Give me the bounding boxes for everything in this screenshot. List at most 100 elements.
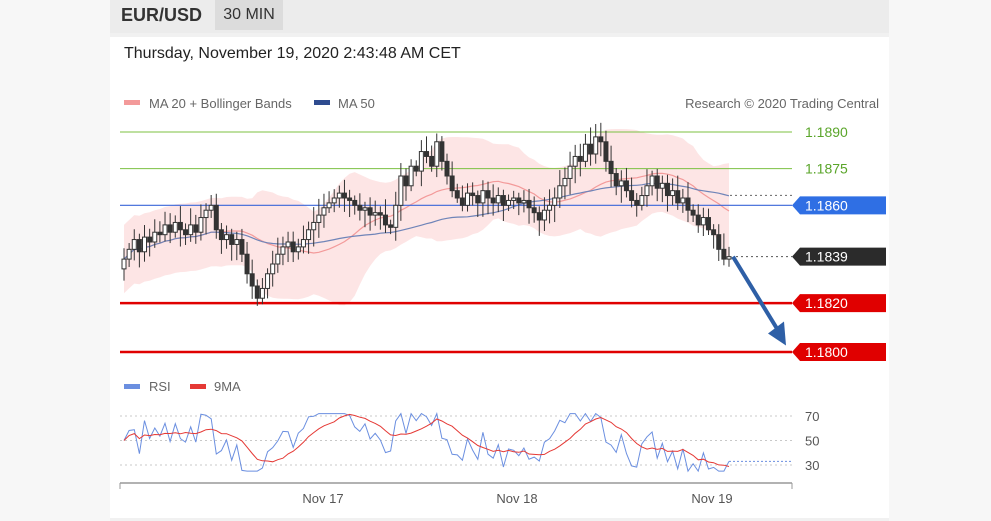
candle bbox=[285, 231, 291, 263]
candle-body bbox=[639, 195, 645, 206]
candle-body bbox=[336, 192, 342, 199]
candle-body bbox=[126, 248, 132, 260]
candle bbox=[224, 225, 230, 249]
candle-body bbox=[254, 285, 260, 299]
candle bbox=[341, 179, 347, 212]
candle bbox=[167, 213, 173, 244]
rsi-axis-label: 70 bbox=[805, 409, 819, 424]
candle-body bbox=[649, 175, 655, 187]
candle-body bbox=[218, 229, 224, 241]
price-levels bbox=[120, 131, 792, 354]
candle bbox=[726, 246, 732, 267]
candle bbox=[208, 194, 214, 218]
candle bbox=[357, 193, 363, 221]
candle bbox=[675, 175, 681, 210]
level-label-current: 1.1839 bbox=[805, 249, 848, 265]
candle-body bbox=[382, 214, 388, 226]
candle bbox=[582, 133, 588, 168]
candle-body bbox=[362, 207, 368, 211]
candle-body bbox=[357, 204, 363, 211]
timeframe-badge[interactable]: 30 MIN bbox=[215, 0, 283, 30]
candle-body bbox=[716, 234, 722, 250]
candle bbox=[372, 200, 378, 226]
candle bbox=[434, 133, 440, 178]
candle bbox=[352, 195, 358, 215]
candle-body bbox=[516, 197, 522, 204]
credit-text: Research © 2020 Trading Central bbox=[685, 96, 879, 111]
candle-body bbox=[659, 182, 665, 189]
candle bbox=[552, 187, 558, 223]
x-ticks: Nov 17 Nov 18 Nov 19 bbox=[302, 491, 732, 506]
candle-body bbox=[224, 234, 230, 241]
candle bbox=[480, 180, 486, 217]
candle-body bbox=[705, 217, 711, 231]
candle bbox=[721, 233, 727, 266]
candle-body bbox=[213, 204, 219, 231]
candle-body bbox=[177, 221, 183, 231]
rsi-axis-label: 30 bbox=[805, 458, 819, 473]
candle bbox=[121, 248, 127, 281]
candles bbox=[121, 122, 732, 306]
candle-body bbox=[285, 241, 291, 248]
ma20-line bbox=[123, 172, 730, 260]
candle bbox=[131, 229, 137, 261]
candle bbox=[326, 191, 332, 213]
candle bbox=[475, 190, 481, 218]
candle bbox=[183, 223, 189, 245]
candle-body bbox=[582, 143, 588, 162]
candle bbox=[321, 193, 327, 228]
candle-body bbox=[588, 143, 594, 155]
ma9-legend-label: 9MA bbox=[214, 379, 241, 394]
candle-body bbox=[618, 180, 624, 187]
candle bbox=[424, 136, 429, 164]
candle-body bbox=[690, 209, 696, 216]
candle bbox=[649, 170, 655, 196]
right-gutter bbox=[889, 0, 991, 521]
candle bbox=[152, 219, 158, 248]
candle-body bbox=[408, 165, 414, 187]
candle bbox=[398, 163, 404, 221]
candle bbox=[157, 221, 163, 243]
candle-body bbox=[295, 246, 301, 253]
candle bbox=[567, 151, 573, 195]
candle-body bbox=[506, 199, 512, 206]
candle bbox=[300, 225, 306, 254]
candle bbox=[536, 206, 542, 236]
candle bbox=[172, 215, 178, 238]
candle-body bbox=[434, 141, 440, 167]
candle bbox=[705, 208, 711, 236]
candle-body bbox=[413, 165, 419, 172]
candle-body bbox=[700, 217, 706, 226]
candle bbox=[418, 140, 424, 187]
candle bbox=[229, 228, 235, 261]
candle bbox=[265, 268, 271, 299]
candle-body bbox=[593, 136, 599, 155]
candle bbox=[377, 206, 383, 230]
candle-body bbox=[183, 229, 189, 236]
level-labels: 1.1890 1.1875 1.1860 1.1839 1.1820 1.1800 bbox=[792, 124, 886, 361]
candle bbox=[275, 237, 281, 273]
candle bbox=[147, 228, 153, 257]
candle-body bbox=[203, 209, 209, 219]
candle-body bbox=[147, 236, 153, 243]
candle bbox=[608, 145, 614, 188]
candle-body bbox=[711, 229, 717, 236]
candle bbox=[562, 167, 568, 200]
candle-body bbox=[598, 136, 604, 143]
candle bbox=[541, 197, 547, 231]
forecast-arrow-head bbox=[768, 321, 786, 346]
candle bbox=[465, 183, 471, 212]
candle-body bbox=[300, 239, 306, 248]
chart-datetime: Thursday, November 19, 2020 2:43:48 AM C… bbox=[124, 45, 461, 62]
candle-body bbox=[726, 256, 732, 260]
candle bbox=[408, 159, 414, 192]
bollinger-bands bbox=[124, 129, 729, 306]
candle bbox=[521, 190, 527, 213]
rsi-axis-label: 50 bbox=[805, 434, 819, 449]
candle-body bbox=[603, 141, 609, 162]
candle-body bbox=[208, 204, 214, 211]
candle bbox=[188, 208, 194, 242]
candle-body bbox=[306, 229, 312, 241]
candle-body bbox=[644, 185, 650, 197]
x-tick-label: Nov 19 bbox=[691, 491, 732, 506]
